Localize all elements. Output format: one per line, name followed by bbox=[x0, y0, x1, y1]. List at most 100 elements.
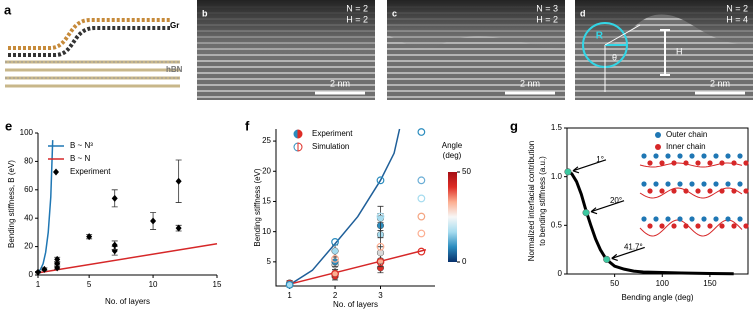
colorbar-tick-label: 0 bbox=[462, 257, 467, 266]
marker bbox=[331, 247, 339, 255]
legend-swatch bbox=[297, 142, 303, 152]
axes bbox=[275, 129, 435, 287]
n-label: N = 2 bbox=[346, 3, 368, 13]
schematic-legend-label: Outer chain bbox=[666, 130, 707, 139]
marker bbox=[41, 265, 48, 273]
chain-dot bbox=[677, 216, 683, 222]
height-label: H bbox=[676, 46, 683, 56]
x-tick-label: 1 bbox=[287, 291, 292, 300]
y-tick-label: 1.0 bbox=[551, 172, 563, 181]
x-tick-label: 150 bbox=[703, 279, 717, 288]
chain-dot bbox=[701, 153, 707, 159]
chain-dot bbox=[725, 216, 731, 222]
x-axis-label: No. of layers bbox=[333, 300, 378, 309]
chain-dot bbox=[659, 160, 665, 166]
y-tick-label: 10 bbox=[262, 227, 271, 236]
x-tick-label: 10 bbox=[149, 280, 158, 289]
chain-dot bbox=[725, 181, 731, 187]
chain-dot bbox=[719, 160, 725, 166]
chain bbox=[639, 219, 743, 237]
chain-dot bbox=[731, 160, 737, 166]
label-hbn: hBN bbox=[166, 65, 183, 74]
panel-label: c bbox=[392, 8, 397, 18]
legend-swatch bbox=[53, 168, 59, 176]
marker bbox=[376, 242, 385, 251]
curve bbox=[567, 170, 734, 276]
y-tick-label: 20 bbox=[24, 242, 33, 251]
chain-dot bbox=[653, 181, 659, 187]
legend-label: Experiment bbox=[312, 129, 353, 138]
radius-label: R bbox=[596, 31, 604, 42]
y-axis-label: Bending stiffness (eV) bbox=[253, 168, 262, 246]
y-tick-label: 5 bbox=[267, 257, 272, 266]
chain-dot bbox=[671, 223, 677, 229]
point-label: 41.7° bbox=[624, 243, 643, 252]
chain-dot bbox=[665, 216, 671, 222]
axis-frame bbox=[566, 127, 749, 275]
colorbar-title: (deg) bbox=[443, 151, 462, 160]
h-label: H = 2 bbox=[346, 14, 368, 24]
scale-label: 2 nm bbox=[520, 78, 540, 88]
marker bbox=[111, 241, 118, 249]
point-label: 1° bbox=[596, 155, 604, 164]
marker bbox=[35, 268, 41, 276]
axes bbox=[37, 133, 217, 276]
chain-dot bbox=[695, 188, 701, 194]
y-axis-label: to bending stiffness (a.u.) bbox=[538, 156, 547, 246]
chain-dot bbox=[695, 223, 701, 229]
marker bbox=[376, 212, 385, 221]
schematic-legend-dot bbox=[655, 144, 661, 150]
x-axis-label: Bending angle (deg) bbox=[621, 293, 693, 302]
overlay-d bbox=[582, 22, 670, 92]
marker bbox=[582, 209, 590, 217]
curve bbox=[37, 140, 54, 273]
chain-dot bbox=[701, 216, 707, 222]
panel-label: g bbox=[510, 118, 518, 133]
y-tick-label: 40 bbox=[24, 213, 33, 222]
colorbar-tick-label: 50 bbox=[462, 167, 471, 176]
x-tick-label: 50 bbox=[610, 279, 619, 288]
marker bbox=[111, 194, 118, 202]
y-axis-label: Normalized interfacial contribution bbox=[527, 141, 536, 262]
h-label: H = 4 bbox=[726, 14, 748, 24]
chain-dot bbox=[647, 223, 653, 229]
n-label: N = 3 bbox=[536, 3, 558, 13]
chain-dot bbox=[683, 160, 689, 166]
chain-dot bbox=[677, 153, 683, 159]
x-axis-label: No. of layers bbox=[105, 297, 150, 306]
curve bbox=[37, 243, 218, 274]
angle-label: θ bbox=[612, 52, 617, 62]
marker bbox=[175, 224, 182, 232]
marker bbox=[150, 217, 157, 225]
n-label: N = 2 bbox=[726, 3, 748, 13]
y-tick-label: 100 bbox=[20, 128, 34, 137]
marker bbox=[417, 247, 426, 256]
arrow bbox=[590, 200, 625, 215]
panel-label: d bbox=[580, 8, 586, 18]
chain-dot bbox=[659, 223, 665, 229]
chain-dot bbox=[671, 160, 677, 166]
marker bbox=[175, 177, 182, 185]
chain-dot bbox=[719, 188, 725, 194]
panel-label: e bbox=[5, 118, 12, 133]
chain-dot bbox=[683, 223, 689, 229]
chain-dot bbox=[713, 153, 719, 159]
marker bbox=[285, 280, 294, 289]
curve bbox=[289, 249, 427, 285]
chain-dot bbox=[695, 160, 701, 166]
chain-dot bbox=[647, 188, 653, 194]
h-label: H = 2 bbox=[536, 14, 558, 24]
chain-dot bbox=[743, 188, 749, 194]
y-tick-label: 0 bbox=[29, 270, 34, 279]
legend-label: Simulation bbox=[312, 142, 349, 151]
chain-dot bbox=[719, 223, 725, 229]
chain-dot bbox=[659, 188, 665, 194]
legend-label: B ~ N bbox=[70, 154, 90, 163]
chain-dot bbox=[653, 153, 659, 159]
marker bbox=[417, 176, 426, 185]
chain-dot bbox=[665, 153, 671, 159]
x-tick-label: 15 bbox=[213, 280, 222, 289]
chain-dot bbox=[707, 223, 713, 229]
y-tick-label: 60 bbox=[24, 185, 33, 194]
